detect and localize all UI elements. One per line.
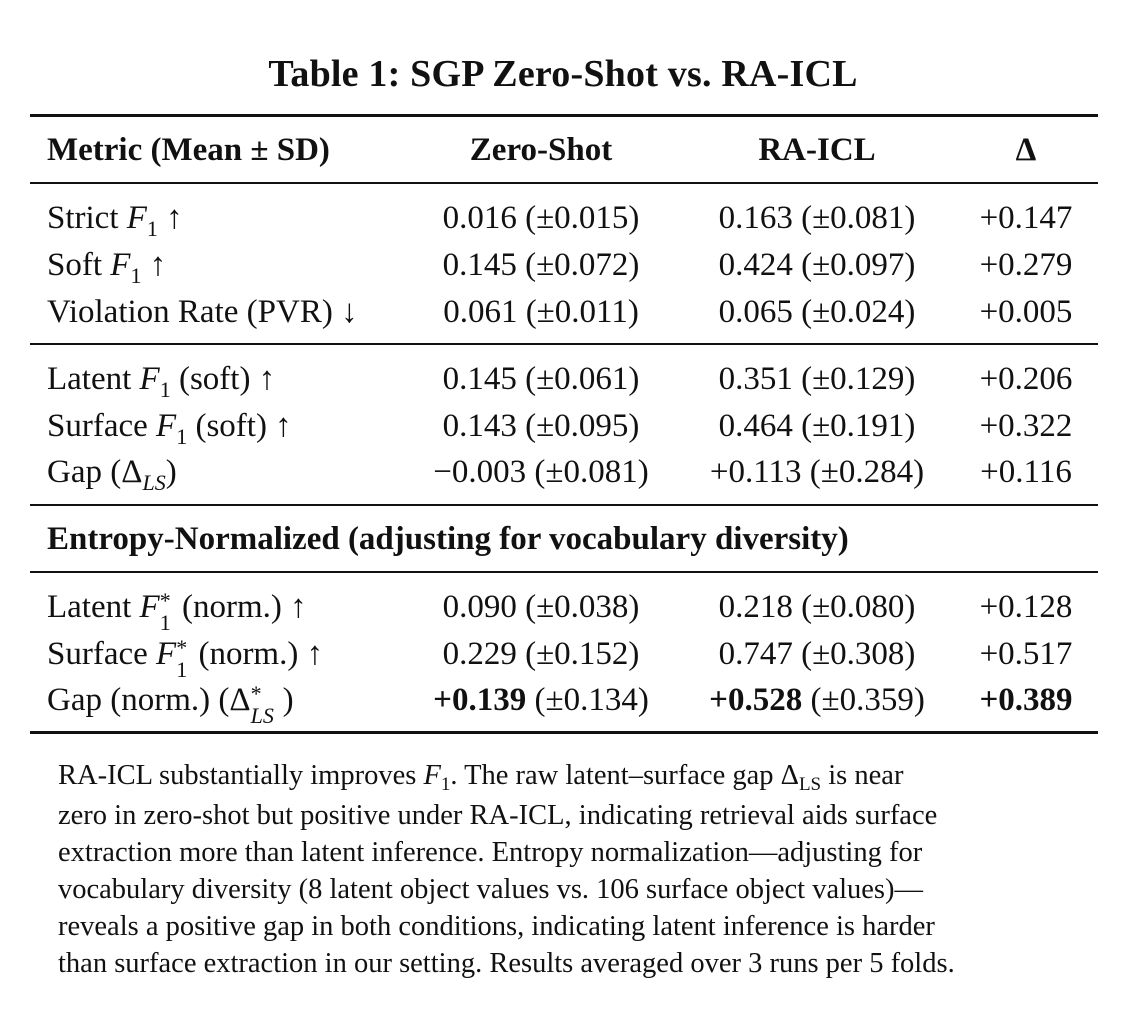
table-title: Table 1: SGP Zero-Shot vs. RA-ICL xyxy=(268,53,858,95)
section-label: Entropy-Normalized (adjusting for vocabu… xyxy=(47,521,849,557)
section-rule-top xyxy=(30,504,1098,506)
row-metric-label: Latent F * 1 (norm.) ↑ xyxy=(47,588,307,635)
bottom-rule xyxy=(30,731,1098,734)
table-notes: RA-ICL substantially improves F1. The ra… xyxy=(58,757,1088,982)
section-rule-bottom xyxy=(30,571,1098,573)
row-zero-shot-value: 0.090 (±0.038) xyxy=(442,589,640,625)
header-delta: Δ xyxy=(1015,132,1037,168)
row-zero-shot-value: 0.145 (±0.072) xyxy=(442,247,640,283)
row-delta-value: +0.206 xyxy=(979,361,1073,397)
row-metric-label: Soft F1 ↑ xyxy=(47,247,167,288)
row-zero-shot-value: 0.016 (±0.015) xyxy=(442,200,640,236)
row-ra-icl-value: 0.218 (±0.080) xyxy=(718,589,916,625)
row-metric-label: Gap (norm.) (Δ * LS) xyxy=(47,681,294,728)
row-zero-shot-value: 0.143 (±0.095) xyxy=(442,408,640,444)
header-metric: Metric (Mean ± SD) xyxy=(47,132,330,168)
row-delta-value: +0.128 xyxy=(979,589,1073,625)
row-zero-shot-value: −0.003 (±0.081) xyxy=(433,454,649,490)
row-ra-icl-value: 0.464 (±0.191) xyxy=(718,408,916,444)
row-metric-label: Surface F * 1 (norm.) ↑ xyxy=(47,635,324,682)
header-ra-icl: RA-ICL xyxy=(758,132,876,168)
header-zero-shot: Zero-Shot xyxy=(469,132,613,168)
row-ra-icl-value: 0.163 (±0.081) xyxy=(718,200,916,236)
notes-line: RA-ICL substantially improves F1. The ra… xyxy=(58,760,904,795)
row-zero-shot-value: 0.145 (±0.061) xyxy=(442,361,640,397)
group-rule xyxy=(30,343,1098,345)
row-ra-icl-value: 0.747 (±0.308) xyxy=(718,636,916,672)
row-zero-shot-value: 0.229 (±0.152) xyxy=(442,636,640,672)
row-metric-label: Latent F1 (soft) ↑ xyxy=(47,361,276,402)
row-delta-value: +0.517 xyxy=(979,636,1073,672)
row-ra-icl-value: 0.351 (±0.129) xyxy=(718,361,916,397)
row-ra-icl-value: +0.113 (±0.284) xyxy=(709,454,925,490)
header-rule xyxy=(30,182,1098,184)
row-ra-icl-value: 0.424 (±0.097) xyxy=(718,247,916,283)
row-metric-label: Surface F1 (soft) ↑ xyxy=(47,408,292,449)
row-ra-icl-value: 0.065 (±0.024) xyxy=(718,294,916,330)
row-delta-value: +0.147 xyxy=(979,200,1073,236)
row-ra-icl-value: +0.528 (±0.359) xyxy=(709,682,925,718)
row-metric-label: Violation Rate (PVR) ↓ xyxy=(47,294,358,330)
row-delta-value: +0.005 xyxy=(979,294,1073,330)
row-zero-shot-value: 0.061 (±0.011) xyxy=(443,294,639,330)
notes-line: zero in zero-shot but positive under RA-… xyxy=(58,800,938,831)
notes-line: vocabulary diversity (8 latent object va… xyxy=(58,874,924,905)
notes-line: than surface extraction in our setting. … xyxy=(58,948,955,979)
row-metric-label: Gap (ΔLS) xyxy=(47,454,177,495)
row-delta-value: +0.116 xyxy=(980,454,1072,490)
row-metric-label: Strict F1 ↑ xyxy=(47,200,183,241)
row-delta-value: +0.279 xyxy=(979,247,1073,283)
top-rule xyxy=(30,114,1098,117)
row-delta-value: +0.389 xyxy=(979,682,1073,718)
notes-line: reveals a positive gap in both condition… xyxy=(58,911,935,942)
notes-line: extraction more than latent inference. E… xyxy=(58,837,923,868)
row-zero-shot-value: +0.139 (±0.134) xyxy=(433,682,649,718)
row-delta-value: +0.322 xyxy=(979,408,1073,444)
